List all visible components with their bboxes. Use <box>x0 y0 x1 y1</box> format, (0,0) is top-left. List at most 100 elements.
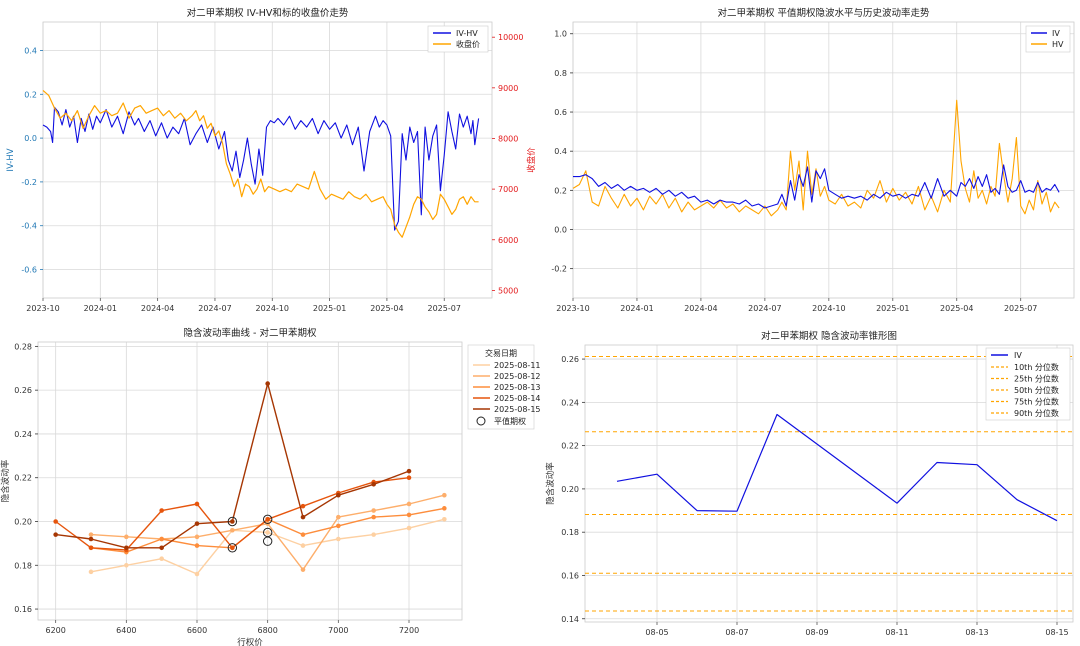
y-axis-label: IV-HV <box>6 148 16 171</box>
y-axis-label: 隐含波动率 <box>0 459 11 502</box>
data-point <box>336 523 341 529</box>
y-tick-label: -0.2 <box>21 178 37 187</box>
legend-label: 2025-08-15 <box>494 405 541 414</box>
data-point <box>124 562 129 568</box>
legend-label: 75th 分位数 <box>1014 397 1059 407</box>
legend-label: 平值期权 <box>494 416 526 426</box>
x-tick-label: 2025-04 <box>370 304 403 313</box>
y-tick-label: 0.6 <box>554 108 567 117</box>
legend-label: 2025-08-12 <box>494 372 541 381</box>
data-point <box>371 481 376 487</box>
data-point <box>88 536 94 542</box>
chart-iv_cone: 对二甲苯期权 隐含波动率锥形图 08-05 08-07 08-09 08-11 08-13… <box>545 330 1074 637</box>
data-point <box>194 571 200 577</box>
data-point <box>230 519 235 524</box>
y-right-tick-label: 8000 <box>498 134 518 143</box>
data-point <box>194 543 200 548</box>
y-tick-label: 1.0 <box>554 30 567 39</box>
x-tick-label: 08-05 <box>645 628 668 637</box>
y-right-tick-label: 6000 <box>498 236 518 245</box>
y-tick-label: 0.24 <box>561 398 579 407</box>
x-tick-label: 2025-01 <box>876 304 909 313</box>
series-line-hv <box>572 99 1060 217</box>
y-axis-label: 隐含波动率 <box>545 462 556 505</box>
grid <box>572 22 1074 298</box>
x-tick-label: 6200 <box>45 626 65 635</box>
x-tick-label: 08-15 <box>1045 628 1068 637</box>
y-tick-label: 0.24 <box>14 430 32 439</box>
data-point <box>336 492 341 498</box>
data-point <box>265 381 270 386</box>
x-tick-label: 6600 <box>187 626 207 635</box>
grid <box>42 22 492 298</box>
data-point <box>442 506 447 511</box>
data-point <box>230 527 235 533</box>
plot-frame <box>42 21 493 299</box>
legend-box <box>985 347 1071 421</box>
data-point <box>124 534 129 540</box>
data-point <box>300 567 306 572</box>
data-point <box>53 532 58 537</box>
atm-marker <box>227 543 238 553</box>
x-axis-label: 行权价 <box>237 637 263 646</box>
data-point <box>442 517 447 522</box>
x-tick-label: 2023-10 <box>556 304 589 313</box>
y-tick-label: 0.22 <box>14 474 32 483</box>
data-point <box>265 530 270 535</box>
data-point <box>371 532 376 537</box>
x-tick-label: 08-13 <box>965 628 988 637</box>
y-right-tick-label: 9000 <box>498 84 518 93</box>
legend-label: 收盘价 <box>456 39 480 49</box>
data-point <box>265 517 270 522</box>
data-point <box>336 536 341 542</box>
x-tick-label: 2024-10 <box>256 304 289 313</box>
legend-label: 50th 分位数 <box>1014 385 1059 395</box>
legend-label: IV <box>1052 29 1060 38</box>
data-point <box>300 503 306 509</box>
chart-ivhv_close: 对二甲苯期权 IV-HV和标的收盘价走势 2023-10 2024-01 2024-0… <box>6 7 537 313</box>
x-tick-label: 2025-04 <box>940 304 973 313</box>
y-tick-label: 0.22 <box>561 442 579 451</box>
x-tick-label: 2024-07 <box>748 304 781 313</box>
x-tick-label: 2024-01 <box>84 304 117 313</box>
series-line-iv <box>616 413 1058 522</box>
chart-iv_smile: 隐含波动率曲线 - 对二甲苯期权 6200 6400 6600 6800 7000 7200… <box>0 327 541 646</box>
data-point <box>230 545 235 551</box>
y-tick-label: 0.2 <box>554 186 567 195</box>
legend-box <box>427 25 489 53</box>
data-point <box>300 514 306 520</box>
y-right-axis-label: 收盘价 <box>526 147 537 173</box>
data-point <box>88 532 94 537</box>
y-tick-label: 0.4 <box>24 46 37 55</box>
atm-marker <box>262 527 273 538</box>
data-point <box>159 536 164 542</box>
y-tick-label: 0.14 <box>561 615 579 624</box>
data-point <box>371 514 376 520</box>
data-point <box>406 501 412 507</box>
chart-ivhv_levels: 对二甲苯期权 平值期权隐波水平与历史波动率走势 2023-10 2024-01 202… <box>551 7 1075 313</box>
y-tick-label: 0.20 <box>561 485 579 494</box>
legend-title: 交易日期 <box>485 348 517 358</box>
legend-label: IV <box>1014 351 1022 360</box>
legend-label: IV-HV <box>456 29 478 38</box>
legend: 交易日期 2025-08-11 2025-08-12 2025-08-13 2025-0… <box>467 344 541 430</box>
y-tick-label: 0.2 <box>24 90 37 99</box>
data-point <box>406 512 412 518</box>
data-point <box>406 468 412 474</box>
series-line-iv <box>573 164 1060 209</box>
chart-title: 对二甲苯期权 IV-HV和标的收盘价走势 <box>187 7 349 19</box>
series-line-iv-hv <box>42 106 480 231</box>
grid <box>38 342 462 620</box>
y-tick-label: -0.2 <box>551 265 567 274</box>
data-point <box>124 545 129 551</box>
x-tick-label: 6800 <box>257 626 277 635</box>
data-point <box>194 501 200 507</box>
legend-label: 10th 分位数 <box>1014 362 1059 372</box>
x-tick-label: 2024-10 <box>812 304 845 313</box>
chart-title: 对二甲苯期权 隐含波动率锥形图 <box>761 330 897 342</box>
y-right-tick-label: 10000 <box>498 33 523 42</box>
x-tick-label: 6400 <box>116 626 136 635</box>
atm-marker <box>227 516 238 527</box>
x-tick-label: 2024-04 <box>141 304 174 313</box>
